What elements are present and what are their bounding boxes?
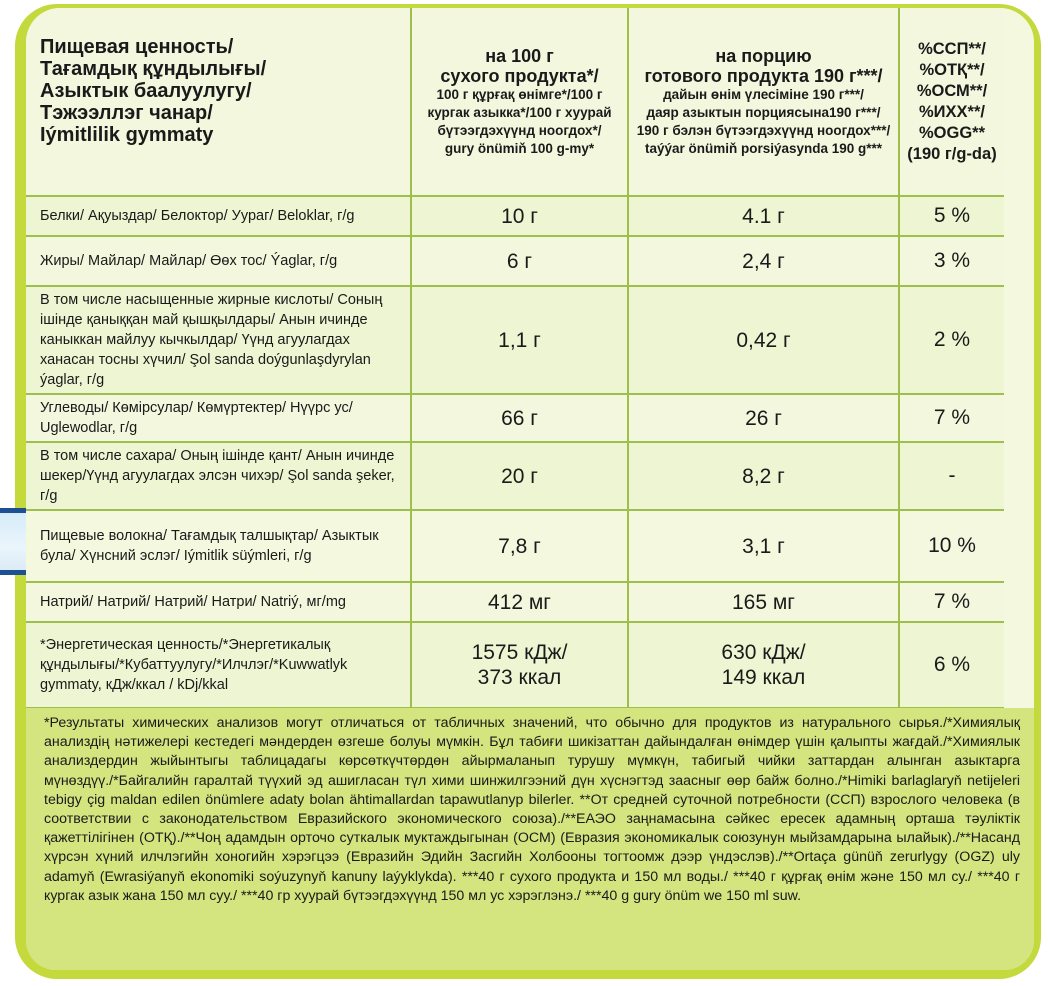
value-percent: 2 % <box>899 286 1004 395</box>
table-row: В том числе сахара/ Оның ішінде қант/ Ан… <box>26 442 1004 511</box>
table-row: В том числе насыщенные жирные кислоты/ С… <box>26 286 1004 395</box>
footnotes-text: *Результаты химических анализов могут от… <box>44 715 1020 904</box>
value-per-100g: 66 г <box>411 394 629 443</box>
col-header-line: 100 г құрғақ өнімге*/100 г <box>436 86 603 102</box>
value-percent: 7 % <box>899 582 1004 623</box>
col-header-line: на 100 г <box>485 45 554 66</box>
table-row: Жиры/ Майлар/ Майлар/ Өөх тос/ Ýaglar, г… <box>26 236 1004 287</box>
value-per-portion: 165 мг <box>628 582 900 623</box>
table-row-highlighted: Пищевые волокна/ Тағамдық талшықтар/ Азы… <box>26 510 1004 583</box>
value-per-100g: 10 г <box>411 196 629 237</box>
pct-header-line: %ССП**/ <box>918 39 986 58</box>
row-label: Углеводы/ Көмірсулар/ Көмүртектер/ Нүүрс… <box>26 394 412 443</box>
nutrition-panel: Пищевая ценность/ Тағамдық құндылығы/ Аз… <box>26 8 1034 970</box>
pct-header-line: %ОТҚ**/ <box>919 60 985 79</box>
column-header-percent: %ССП**/ %ОТҚ**/ %ОСМ**/ %ИХХ**/ %OGG** (… <box>899 8 1004 197</box>
table-row: Белки/ Ақуыздар/ Белоктор/ Уураг/ Belokl… <box>26 196 1004 237</box>
value-per-100g: 6 г <box>411 236 629 287</box>
table-row: *Энергетическая ценность/*Энергетикалық … <box>26 622 1004 709</box>
header-row: Пищевая ценность/ Тағамдық құндылығы/ Аз… <box>26 8 1004 197</box>
value-per-portion: 4.1 г <box>628 196 900 237</box>
table-row: Углеводы/ Көмірсулар/ Көмүртектер/ Нүүрс… <box>26 394 1004 443</box>
row-label: *Энергетическая ценность/*Энергетикалық … <box>26 622 412 709</box>
column-header-100g: на 100 г сухого продукта*/ 100 г құрғақ … <box>411 8 629 197</box>
value-percent: 5 % <box>899 196 1004 237</box>
col-header-line: gury önümiň 100 g-my* <box>444 140 595 156</box>
title-line: Пищевая ценность/ <box>40 36 234 58</box>
pct-header-line: (190 г/g-da) <box>907 144 997 163</box>
value-per-100g: 1,1 г <box>411 286 629 395</box>
value-per-100g: 7,8 г <box>411 510 629 583</box>
col-header-line: кургак азыкка*/100 г хуурай <box>427 104 612 120</box>
row-label: В том числе сахара/ Оның ішінде қант/ Ан… <box>26 442 412 511</box>
table-title: Пищевая ценность/ Тағамдық құндылығы/ Аз… <box>26 8 412 197</box>
title-line: Тэжээллэг чанар/ <box>40 102 213 124</box>
pct-header-line: %OGG** <box>918 123 986 142</box>
value-percent: 10 % <box>899 510 1004 583</box>
value-per-portion: 2,4 г <box>628 236 900 287</box>
row-label: В том числе насыщенные жирные кислоты/ С… <box>26 286 412 395</box>
col-header-line: дайын өнім үлесіміне 190 г***/ <box>663 86 864 102</box>
value-per-portion: 3,1 г <box>628 510 900 583</box>
col-header-line: даяр азыктын порциясына190 г***/ <box>646 104 881 120</box>
title-line: Тағамдық құндылығы/ <box>40 58 267 80</box>
value-percent: 3 % <box>899 236 1004 287</box>
value-percent: 7 % <box>899 394 1004 443</box>
value-percent: - <box>899 442 1004 511</box>
column-header-portion: на порцию готового продукта 190 г***/ да… <box>628 8 900 197</box>
col-header-line: бүтээгдэхүүнд ноогдох*/ <box>437 122 602 138</box>
col-header-line: taýýar önümiň porsiýasynda 190 g*** <box>644 140 883 156</box>
value-per-100g: 1575 кДж/ 373 ккал <box>411 622 629 709</box>
row-label: Белки/ Ақуыздар/ Белоктор/ Уураг/ Belokl… <box>26 196 412 237</box>
col-header-line: сухого продукта*/ <box>440 65 599 86</box>
footnotes: *Результаты химических анализов могут от… <box>26 708 1034 970</box>
pct-header-line: %ИХХ**/ <box>919 102 985 121</box>
row-label: Натрий/ Натрий/ Натрий/ Натри/ Natriý, м… <box>26 582 412 623</box>
table-row: Натрий/ Натрий/ Натрий/ Натри/ Natriý, м… <box>26 582 1004 623</box>
row-label: Жиры/ Майлар/ Майлар/ Өөх тос/ Ýaglar, г… <box>26 236 412 287</box>
value-per-100g: 20 г <box>411 442 629 511</box>
title-line: Азыктык баалуулугу/ <box>40 80 252 102</box>
value-per-portion: 630 кДж/ 149 ккал <box>628 622 900 709</box>
col-header-line: готового продукта 190 г***/ <box>644 65 883 86</box>
value-per-portion: 8,2 г <box>628 442 900 511</box>
row-label: Пищевые волокна/ Тағамдық талшықтар/ Азы… <box>26 510 412 583</box>
col-header-line: на порцию <box>715 45 812 66</box>
pct-header-line: %ОСМ**/ <box>916 81 988 100</box>
title-line: Iýmitlilik gymmaty <box>40 124 214 146</box>
nutrition-table: Пищевая ценность/ Тағамдық құндылығы/ Аз… <box>26 8 1004 709</box>
col-header-line: 190 г бэлэн бүтээгдэхүүнд ноогдох***/ <box>636 122 891 138</box>
value-per-portion: 0,42 г <box>628 286 900 395</box>
value-per-portion: 26 г <box>628 394 900 443</box>
value-percent: 6 % <box>899 622 1004 709</box>
value-per-100g: 412 мг <box>411 582 629 623</box>
